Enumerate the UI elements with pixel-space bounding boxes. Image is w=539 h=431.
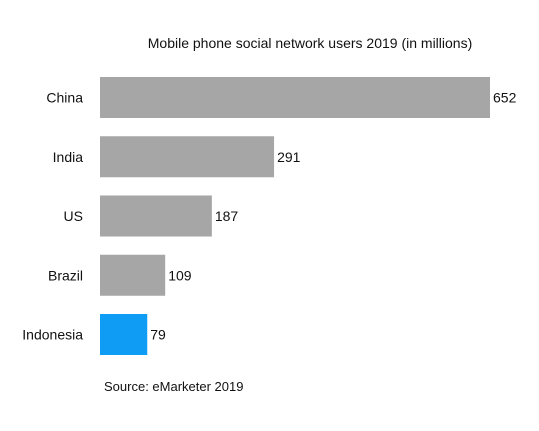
category-label-china: China — [46, 90, 83, 106]
value-label-us: 187 — [215, 208, 239, 224]
category-label-india: India — [53, 149, 84, 165]
bar-china — [100, 77, 490, 118]
source-note: Source: eMarketer 2019 — [104, 379, 244, 394]
value-label-brazil: 109 — [168, 267, 192, 283]
category-label-us: US — [64, 208, 83, 224]
category-label-indonesia: Indonesia — [22, 327, 83, 343]
bar-indonesia — [100, 314, 148, 355]
bar-brazil — [100, 254, 166, 296]
bar-us — [100, 195, 212, 237]
category-label-brazil: Brazil — [48, 267, 83, 283]
value-label-india: 291 — [277, 149, 301, 165]
chart-title: Mobile phone social network users 2019 (… — [147, 35, 473, 51]
value-label-indonesia: 79 — [150, 327, 166, 343]
bar-india — [100, 136, 275, 178]
value-label-china: 652 — [493, 90, 517, 106]
